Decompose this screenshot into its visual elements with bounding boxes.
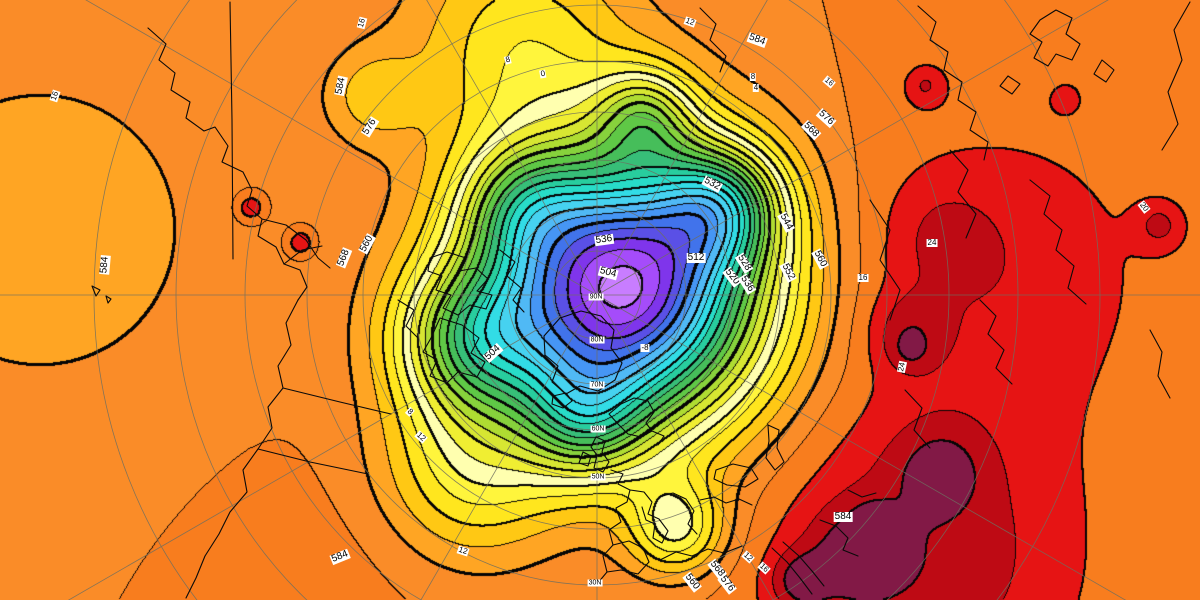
temperature-label: 8 bbox=[749, 72, 757, 81]
coastline-path bbox=[699, 496, 753, 506]
coastline-path bbox=[91, 285, 101, 297]
temperature-label: -8 bbox=[640, 343, 650, 352]
meridian-line bbox=[596, 0, 768, 296]
coastline-path bbox=[578, 451, 592, 467]
contour-label: 584 bbox=[833, 511, 853, 522]
latitude-label: 80N bbox=[589, 336, 605, 344]
coastline-path bbox=[847, 489, 877, 498]
coastline-path bbox=[397, 299, 419, 339]
latitude-label: 90N bbox=[588, 293, 604, 301]
coastline-path bbox=[551, 392, 573, 409]
meridian-line bbox=[596, 0, 1109, 296]
temperature-label: 24 bbox=[926, 238, 938, 247]
coastline-path bbox=[261, 218, 331, 269]
temperature-label: 16 bbox=[857, 273, 869, 282]
coastline-path bbox=[699, 7, 727, 73]
coastline-path bbox=[1029, 9, 1081, 67]
coastline-path bbox=[590, 436, 610, 473]
meridian-line bbox=[596, 294, 1127, 600]
coastline-path bbox=[771, 547, 813, 595]
coastline-path bbox=[608, 397, 655, 438]
coastline-path bbox=[1149, 329, 1171, 399]
meridian-line bbox=[426, 0, 598, 296]
temperature-label: 4 bbox=[752, 83, 760, 92]
latitude-label: 70N bbox=[589, 381, 605, 389]
coastline-path bbox=[713, 463, 759, 488]
coastline-path bbox=[979, 299, 1013, 385]
coastline-path bbox=[765, 424, 785, 471]
coastline-path bbox=[283, 245, 323, 265]
meridian-line bbox=[596, 294, 774, 600]
coastline-path bbox=[422, 317, 486, 384]
coastline-path bbox=[1029, 179, 1087, 305]
coastline-path bbox=[147, 27, 308, 301]
coastline-path bbox=[651, 430, 665, 446]
coastline-path bbox=[658, 492, 698, 535]
latitude-label: 30N bbox=[587, 579, 603, 587]
coastline-path bbox=[782, 541, 825, 587]
coastline-path bbox=[1161, 1, 1191, 151]
coastline-path bbox=[105, 295, 112, 304]
coastline-path bbox=[282, 387, 392, 415]
coastline-path bbox=[257, 448, 369, 475]
coastline-path bbox=[904, 389, 931, 449]
meridian-line bbox=[85, 0, 598, 296]
coastline-path bbox=[869, 199, 901, 321]
coastline-path bbox=[596, 469, 631, 585]
contour-label: 512 bbox=[686, 252, 706, 263]
meridian-line bbox=[67, 294, 598, 600]
coastline-path bbox=[229, 1, 234, 260]
coastlines bbox=[91, 1, 1191, 599]
temperature-label: 0 bbox=[539, 68, 547, 79]
latitude-label: 60N bbox=[590, 425, 606, 433]
contour-label: 584 bbox=[98, 255, 111, 275]
coastline-path bbox=[606, 540, 650, 575]
coastline-path bbox=[1093, 59, 1115, 83]
coastline-path bbox=[185, 299, 299, 599]
coastline-path bbox=[659, 545, 743, 561]
coastline-path bbox=[819, 519, 859, 557]
coastline-path bbox=[499, 249, 525, 313]
coastline-path bbox=[629, 489, 669, 544]
latitude-label: 50N bbox=[590, 473, 606, 481]
coastline-path bbox=[543, 310, 623, 395]
meridian-line bbox=[420, 294, 598, 600]
coastline-path bbox=[917, 5, 989, 161]
coastline-path bbox=[999, 75, 1021, 95]
coastline-path bbox=[949, 149, 977, 239]
coastline-path bbox=[427, 251, 493, 316]
